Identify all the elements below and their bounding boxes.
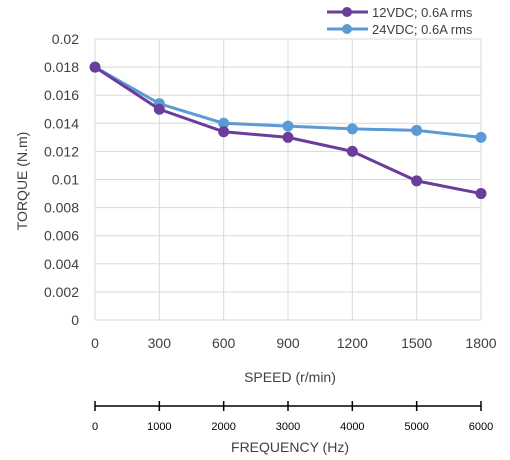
data-point	[153, 103, 165, 115]
x-tick-label: 1200	[337, 335, 368, 351]
legend-label: 12VDC; 0.6A rms	[372, 5, 473, 20]
legend-swatch-marker	[342, 7, 352, 17]
data-point	[475, 188, 487, 200]
y-tick-label: 0.02	[52, 31, 79, 47]
frequency-tick-label: 1000	[147, 421, 171, 433]
x-tick-labels: 0 300 600 900 1200 1500 1800	[91, 335, 497, 351]
x-tick-label: 1800	[465, 335, 496, 351]
y-tick-label: 0.016	[44, 87, 79, 103]
y-tick-label: 0.004	[44, 256, 79, 272]
x-tick-label: 0	[91, 335, 99, 351]
legend-label: 24VDC; 0.6A rms	[372, 22, 473, 37]
data-point	[411, 124, 423, 136]
y-tick-label: 0.012	[44, 143, 79, 159]
frequency-axis: 0 1000 2000 3000 4000 5000 6000	[92, 401, 493, 433]
x-tick-label: 300	[148, 335, 172, 351]
legend-swatch-marker	[342, 24, 352, 34]
y-tick-label: 0	[71, 312, 79, 328]
x-tick-label: 600	[212, 335, 236, 351]
data-point	[218, 117, 230, 129]
x-tick-label: 1500	[401, 335, 432, 351]
data-point	[346, 145, 358, 157]
frequency-tick-label: 4000	[340, 421, 364, 433]
frequency-tick-label: 6000	[469, 421, 493, 433]
frequency-tick-label: 0	[92, 421, 98, 433]
data-point	[282, 131, 294, 143]
data-point	[282, 120, 294, 132]
y-tick-labels: 0 0.002 0.004 0.006 0.008 0.01 0.012 0.014 0.016…	[44, 31, 79, 328]
data-point	[411, 175, 423, 187]
grid-lines	[94, 38, 482, 321]
y-tick-label: 0.01	[52, 172, 79, 188]
series-layer	[89, 61, 487, 200]
y-tick-label: 0.006	[44, 228, 79, 244]
y-axis-title: TORQUE (N.m)	[14, 132, 30, 231]
y-tick-label: 0.014	[44, 115, 79, 131]
data-point	[346, 123, 358, 135]
frequency-axis-title: FREQUENCY (Hz)	[231, 439, 349, 455]
frequency-tick-label: 2000	[211, 421, 235, 433]
series-group	[89, 61, 487, 200]
frequency-tick-label: 3000	[276, 421, 300, 433]
x-tick-label: 900	[276, 335, 300, 351]
y-tick-label: 0.002	[44, 284, 79, 300]
data-point	[475, 131, 487, 143]
data-point	[89, 61, 101, 73]
y-tick-label: 0.008	[44, 200, 79, 216]
frequency-tick-label: 5000	[404, 421, 428, 433]
data-point	[218, 126, 230, 138]
y-tick-label: 0.018	[44, 59, 79, 75]
legend: 12VDC; 0.6A rms 24VDC; 0.6A rms	[327, 5, 473, 37]
x-axis-title: SPEED (r/min)	[244, 369, 336, 385]
